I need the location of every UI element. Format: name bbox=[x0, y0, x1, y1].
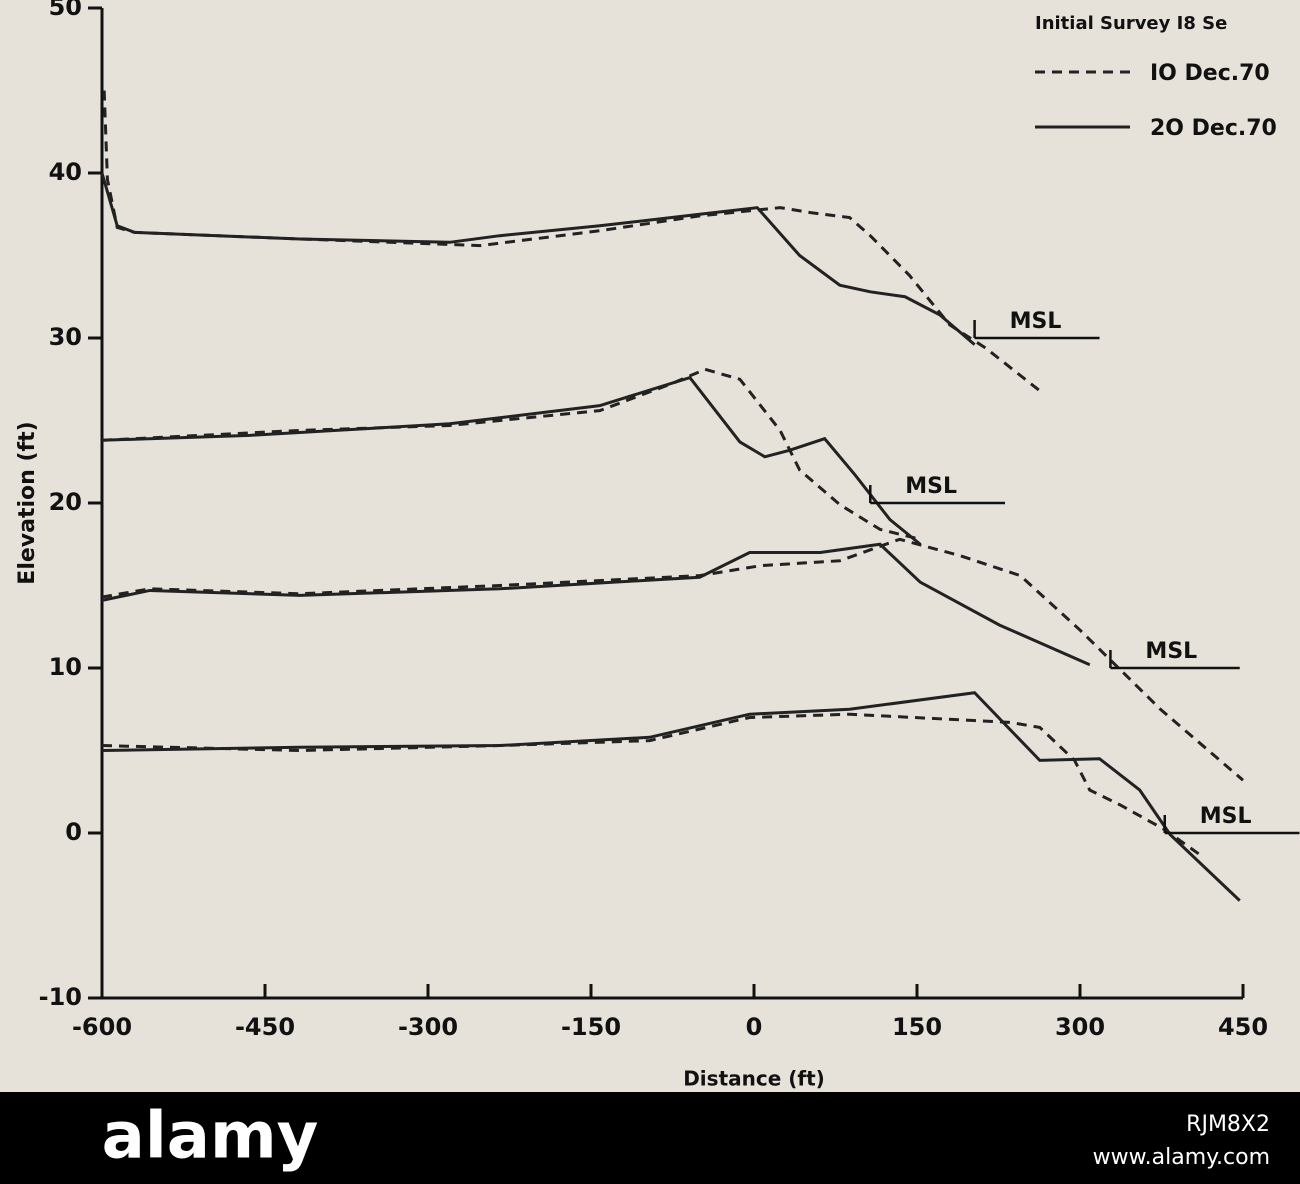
y-tick-label: 10 bbox=[49, 653, 82, 681]
x-tick-label: -600 bbox=[72, 1013, 132, 1041]
msl-label: MSL bbox=[905, 474, 957, 499]
msl-label: MSL bbox=[1200, 804, 1252, 829]
footer-image-id: RJM8X2 bbox=[1186, 1112, 1270, 1137]
legend-label: IO Dec.70 bbox=[1150, 61, 1270, 86]
footer-logo: alamy bbox=[102, 1100, 319, 1174]
profile-line bbox=[102, 90, 1041, 392]
x-tick-label: -150 bbox=[561, 1013, 621, 1041]
x-tick-label: 150 bbox=[892, 1013, 942, 1041]
y-tick-label: 20 bbox=[49, 488, 82, 516]
footer-url: www.alamy.com bbox=[1093, 1145, 1270, 1170]
y-tick-label: 0 bbox=[65, 818, 82, 846]
profile-line bbox=[100, 172, 976, 346]
x-tick-label: 0 bbox=[746, 1013, 763, 1041]
y-tick-label: 50 bbox=[49, 0, 82, 21]
x-tick-label: 450 bbox=[1218, 1013, 1268, 1041]
footer-bar bbox=[0, 1092, 1300, 1184]
y-axis-label: Elevation (ft) bbox=[15, 421, 40, 584]
y-tick-label: 30 bbox=[49, 323, 82, 351]
profile-line bbox=[101, 691, 1241, 902]
x-axis-label: Distance (ft) bbox=[683, 1067, 825, 1091]
profile-line bbox=[101, 537, 1244, 782]
x-tick-label: -450 bbox=[235, 1013, 295, 1041]
y-tick-label: 40 bbox=[49, 158, 82, 186]
x-tick-label: -300 bbox=[398, 1013, 458, 1041]
legend-label: 2O Dec.70 bbox=[1150, 116, 1277, 141]
profile-line bbox=[101, 542, 1091, 667]
x-tick-label: 300 bbox=[1055, 1013, 1105, 1041]
msl-label: MSL bbox=[1145, 639, 1197, 664]
profile-line bbox=[101, 375, 922, 546]
legend-heading: Initial Survey I8 Se bbox=[1035, 13, 1227, 34]
background bbox=[0, 0, 1300, 1092]
y-tick-label: -10 bbox=[39, 983, 82, 1011]
msl-label: MSL bbox=[1010, 309, 1062, 334]
